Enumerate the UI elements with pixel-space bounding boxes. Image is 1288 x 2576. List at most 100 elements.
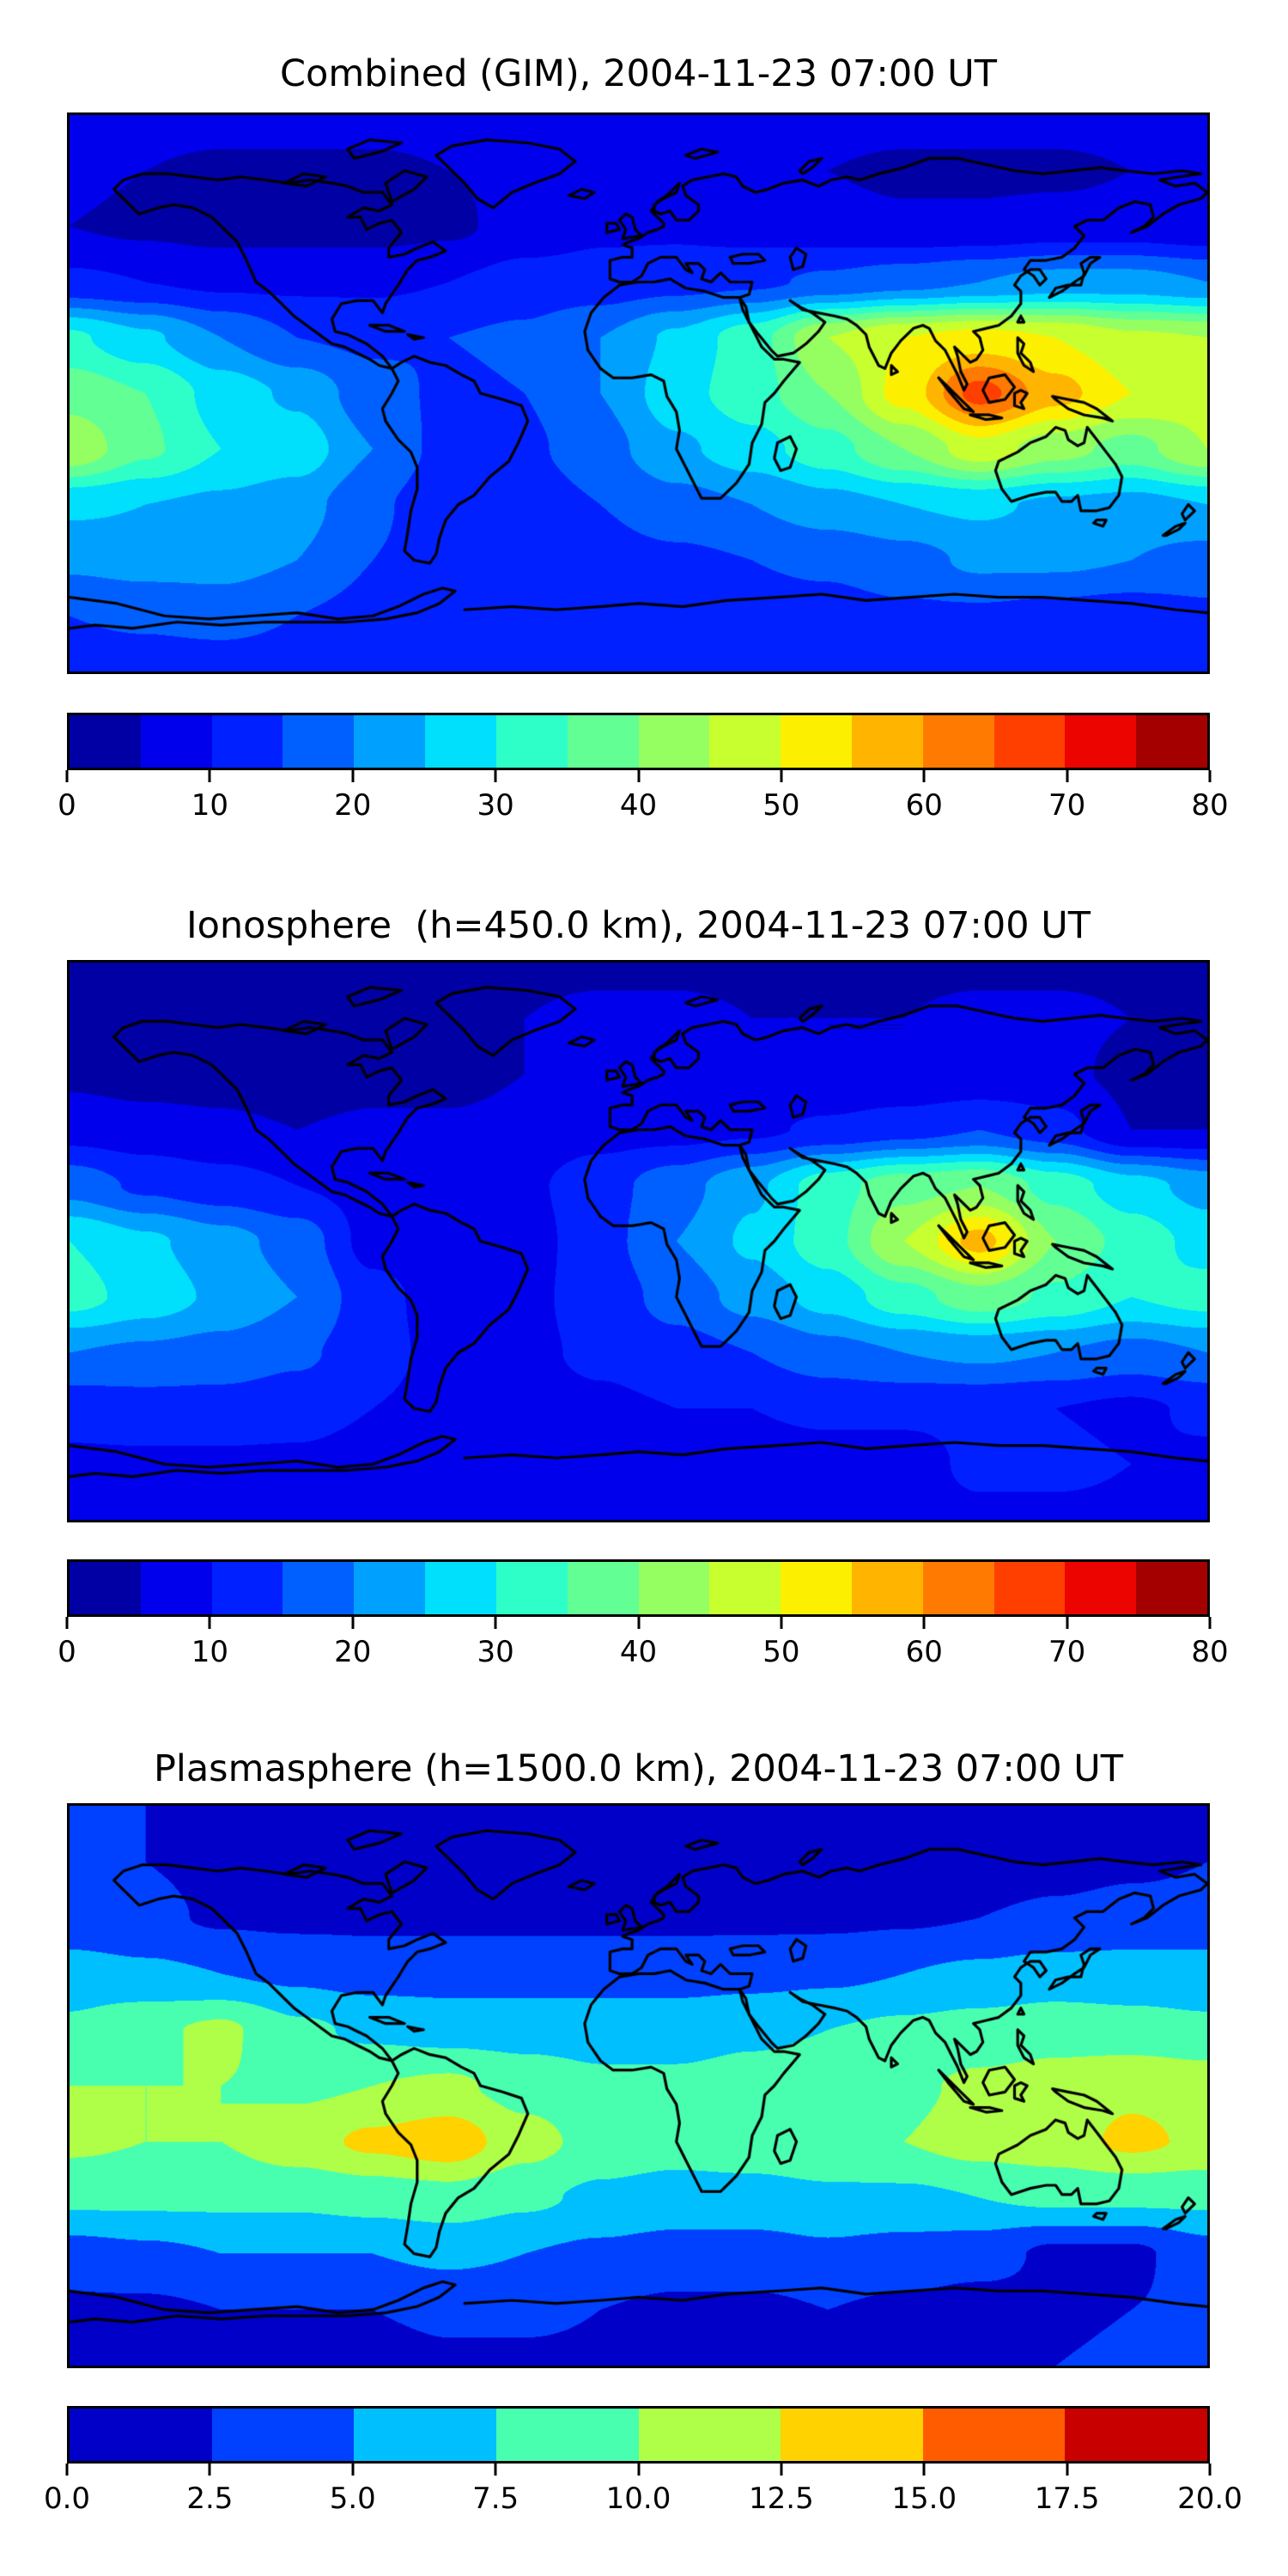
colorbar-tick: [351, 1617, 355, 1629]
colorbar-segment: [140, 1562, 212, 1614]
colorbar-tick: [494, 1617, 497, 1629]
colorbar-segment: [425, 1562, 496, 1614]
colorbar-segment: [211, 1562, 283, 1614]
colorbar-tick-label: 10: [191, 788, 229, 823]
colorbar-segment: [922, 1562, 994, 1614]
colorbar-segment: [354, 2409, 496, 2461]
colorbar-plasmasphere: [67, 2406, 1210, 2464]
colorbar-tick: [637, 770, 640, 782]
colorbar-segment: [354, 1562, 426, 1614]
colorbar-segment: [638, 2409, 781, 2461]
colorbar-segment: [1065, 1562, 1137, 1614]
colorbar-segment: [354, 715, 426, 768]
colorbar-tick-label: 40: [619, 788, 658, 823]
colorbar-tick-label: 10: [191, 1635, 229, 1669]
colorbar-tick-label: 2.5: [186, 2482, 234, 2516]
colorbar-tick: [494, 2464, 497, 2476]
colorbar-segment: [1065, 2409, 1207, 2461]
colorbar-tick-label: 70: [1048, 1635, 1086, 1669]
colorbar-tick: [1066, 2464, 1069, 2476]
colorbar-tick: [1208, 1617, 1212, 1629]
colorbar-tick-label: 7.5: [472, 2482, 519, 2516]
colorbar-tick-label: 30: [477, 1635, 514, 1669]
colorbar-segment: [211, 715, 283, 768]
panel-plasmasphere: Plasmasphere (h=1500.0 km), 2004-11-23 0…: [44, 1741, 1242, 2549]
panel-title-plasmasphere: Plasmasphere (h=1500.0 km), 2004-11-23 0…: [153, 1747, 1124, 1790]
colorbar-labels-combined: 0 10 20 30 40 50 60 70 80: [58, 787, 1228, 824]
colorbar-tick-label: 12.5: [749, 2482, 814, 2516]
colorbar-segment: [1136, 715, 1207, 768]
panel-title-ionosphere: Ionosphere (h=450.0 km), 2004-11-23 07:0…: [185, 904, 1091, 947]
colorbar-tick-label: 60: [905, 788, 943, 823]
colorbar-tick-label: 0: [58, 1635, 76, 1669]
colorbar-segment: [922, 2409, 1066, 2461]
colorbar-tick-label: 30: [477, 788, 514, 823]
colorbar-tick-label: 70: [1048, 788, 1086, 823]
map-frame-combined: [67, 112, 1210, 674]
colorbar-tick-label: 10.0: [605, 2482, 671, 2516]
panel-combined-gim: Combined (GIM), 2004-11-23 07:00 UT 0 10 2…: [58, 46, 1228, 854]
colorbar-tick: [65, 1617, 69, 1629]
colorbar-ticks-ionosphere: [65, 1617, 1212, 1629]
map-canvas-combined: [70, 115, 1207, 671]
colorbar-ticks-combined: [65, 770, 1212, 782]
colorbar-tick-label: 15.0: [891, 2482, 957, 2516]
colorbar-tick: [780, 770, 783, 782]
colorbar-segment: [638, 715, 710, 768]
colorbar-tick: [922, 2464, 926, 2476]
colorbar-tick-label: 0: [58, 788, 76, 823]
colorbar-tick-label: 80: [1191, 1635, 1229, 1669]
colorbar-tick: [1208, 770, 1212, 782]
colorbar-tick: [637, 2464, 640, 2476]
colorbar-segment: [567, 715, 639, 768]
colorbar-segment: [1065, 715, 1137, 768]
colorbar-segment: [211, 2409, 355, 2461]
colorbar-segment: [425, 715, 496, 768]
colorbar-tick-label: 20: [334, 1635, 372, 1669]
colorbar-segment: [70, 715, 141, 768]
colorbar-segment: [495, 1562, 568, 1614]
colorbar-ticks-plasmasphere: [65, 2464, 1212, 2476]
colorbar-tick-label: 50: [762, 1635, 800, 1669]
colorbar-segment: [781, 2409, 923, 2461]
colorbar-labels-plasmasphere: 0.0 2.5 5.0 7.5 10.0 12.5 15.0 17.5 20.0: [44, 2480, 1242, 2518]
colorbar-tick-label: 5.0: [329, 2482, 376, 2516]
colorbar-segment: [70, 1562, 141, 1614]
colorbar-labels-ionosphere: 0 10 20 30 40 50 60 70 80: [58, 1633, 1228, 1671]
colorbar-segment: [567, 1562, 639, 1614]
colorbar-segment: [1136, 1562, 1207, 1614]
colorbar-segment: [781, 715, 852, 768]
colorbar-ionosphere: [67, 1559, 1210, 1617]
colorbar-tick-label: 40: [619, 1635, 658, 1669]
colorbar-tick-label: 50: [762, 788, 800, 823]
colorbar-tick: [351, 2464, 355, 2476]
colorbar-tick: [637, 1617, 640, 1629]
colorbar-combined: [67, 713, 1210, 770]
map-canvas-plasmasphere: [70, 1806, 1207, 2366]
colorbar-segment: [495, 715, 568, 768]
colorbar-tick: [494, 770, 497, 782]
colorbar-tick: [208, 2464, 211, 2476]
colorbar-tick: [208, 1617, 211, 1629]
colorbar-tick: [65, 770, 69, 782]
colorbar-tick-label: 0.0: [43, 2482, 91, 2516]
map-frame-ionosphere: [67, 960, 1210, 1522]
map-frame-plasmasphere: [67, 1803, 1210, 2368]
colorbar-tick: [208, 770, 211, 782]
colorbar-segment: [851, 715, 923, 768]
colorbar-tick: [922, 1617, 926, 1629]
colorbar-segment: [993, 715, 1066, 768]
colorbar-tick-label: 20: [334, 788, 372, 823]
colorbar-segment: [781, 1562, 852, 1614]
colorbar-segment: [283, 1562, 355, 1614]
colorbar-segment: [283, 715, 355, 768]
colorbar-tick: [1208, 2464, 1212, 2476]
colorbar-segment: [70, 2409, 212, 2461]
colorbar-segment: [851, 1562, 923, 1614]
colorbar-tick: [780, 1617, 783, 1629]
colorbar-segment: [140, 715, 212, 768]
colorbar-tick: [1066, 770, 1069, 782]
panel-title-combined: Combined (GIM), 2004-11-23 07:00 UT: [279, 52, 997, 95]
map-canvas-ionosphere: [70, 963, 1207, 1520]
colorbar-segment: [638, 1562, 710, 1614]
